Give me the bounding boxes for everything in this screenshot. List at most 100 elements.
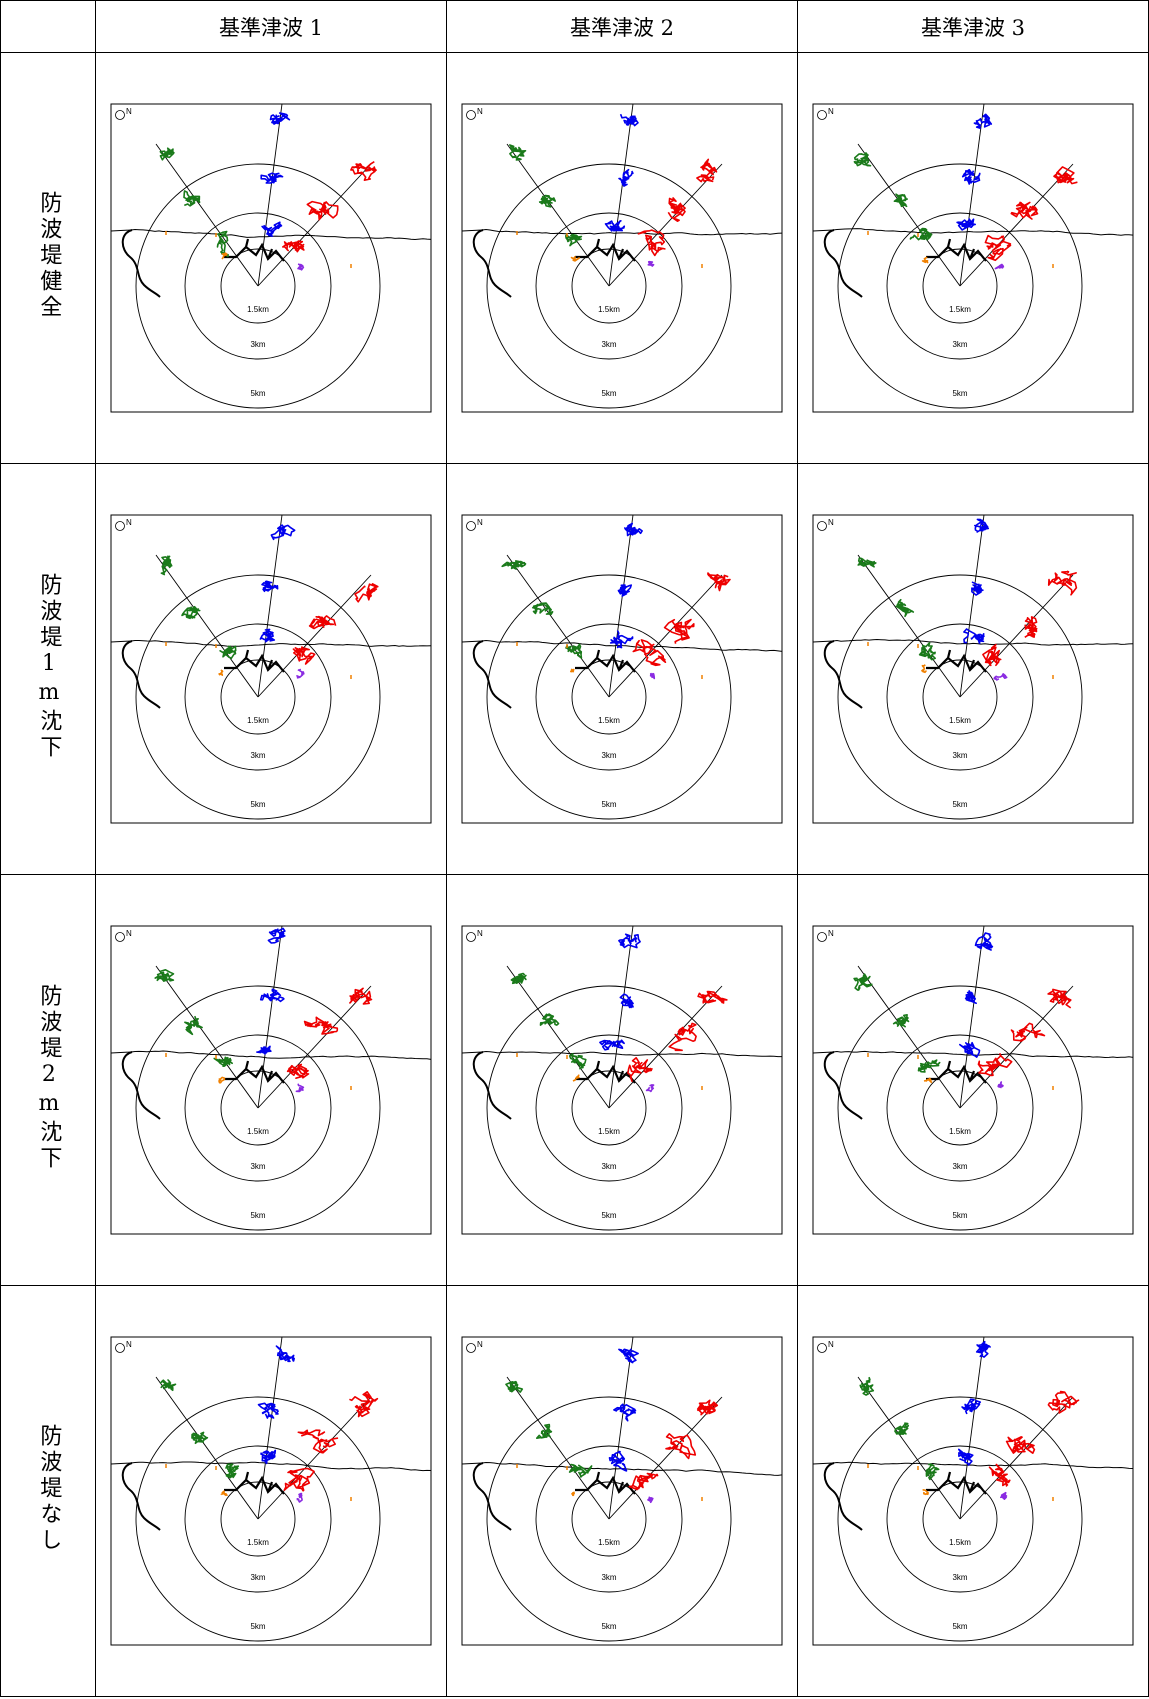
river: [825, 1052, 862, 1119]
trajectory: [896, 600, 913, 617]
coastline: [813, 640, 1133, 646]
trajectory: [625, 523, 642, 535]
ring-label: 1.5km: [949, 305, 971, 314]
trajectory-map: N1.5km3km5km: [457, 99, 787, 417]
river: [825, 641, 862, 708]
radial-line: [258, 986, 371, 1108]
map-frame: [813, 926, 1133, 1234]
coastline: [111, 1462, 431, 1471]
trajectory: [919, 1060, 940, 1072]
trajectory: [355, 584, 378, 602]
trajectory: [185, 1017, 202, 1035]
trajectory: [218, 232, 229, 257]
ring-label: 3km: [952, 751, 967, 760]
ring-label: 5km: [250, 1622, 265, 1631]
diagram-cell: N1.5km3km5km: [798, 464, 1149, 875]
trajectory: [1007, 1437, 1035, 1453]
compass: [467, 1344, 476, 1353]
trajectory: [566, 235, 582, 246]
trajectory: [926, 1464, 938, 1479]
map-frame: [111, 515, 431, 823]
map-frame: [111, 104, 431, 412]
compass-label: N: [828, 518, 834, 527]
ring-label: 3km: [952, 1573, 967, 1582]
header-row: 基準津波 1 基準津波 2 基準津波 3: [1, 1, 1149, 53]
coastline: [462, 1052, 782, 1057]
compass-label: N: [126, 518, 132, 527]
river: [123, 641, 160, 708]
diagram-cell: N1.5km3km5km: [798, 1286, 1149, 1697]
river: [474, 1463, 511, 1530]
trajectory: [619, 1349, 638, 1363]
ring-label: 5km: [601, 1622, 616, 1631]
trajectory: [570, 1465, 592, 1477]
radial-line: [960, 1397, 1073, 1519]
ring-label: 1.5km: [247, 716, 269, 725]
trajectory: [972, 582, 983, 595]
compass-label: N: [828, 1340, 834, 1349]
trajectory: [219, 670, 223, 675]
trajectory: [668, 198, 685, 221]
trajectory: [296, 1084, 303, 1092]
trajectory: [1054, 167, 1077, 184]
trajectory: [990, 1465, 1010, 1487]
harbor: [224, 650, 284, 672]
trajectory: [628, 1058, 652, 1081]
ring-label: 5km: [601, 389, 616, 398]
trajectory: [995, 265, 1003, 269]
trajectory: [647, 1085, 654, 1092]
trajectory: [284, 1469, 314, 1491]
ring-label: 3km: [601, 1162, 616, 1171]
map-content: [462, 926, 782, 1230]
river: [123, 1463, 160, 1530]
row-header-cell: 防波堤なし: [1, 1286, 96, 1697]
trajectory: [261, 173, 282, 183]
ring-label: 5km: [952, 1211, 967, 1220]
compass: [116, 522, 125, 531]
trajectory: [964, 629, 984, 643]
trajectory: [161, 556, 171, 574]
column-header: 基準津波 3: [798, 1, 1149, 53]
map-content: [111, 515, 431, 819]
compass-label: N: [477, 107, 483, 116]
trajectory: [214, 1057, 232, 1066]
trajectory: [219, 1077, 224, 1082]
compass: [467, 933, 476, 942]
trajectory: [502, 561, 525, 569]
trajectory: [860, 1378, 873, 1395]
radial-line: [960, 515, 984, 697]
row-header-cell: 防波堤健全: [1, 53, 96, 464]
trajectory: [268, 929, 285, 944]
trajectory: [629, 1474, 657, 1490]
ring-label: 5km: [250, 1211, 265, 1220]
table-row: 防波堤健全N1.5km3km5kmN1.5km3km5kmN1.5km3km5k…: [1, 53, 1149, 464]
trajectory: [610, 1452, 627, 1471]
trajectory: [895, 1423, 908, 1434]
ring-label: 5km: [601, 1211, 616, 1220]
compass: [818, 933, 827, 942]
compass-label: N: [477, 1340, 483, 1349]
diagram-cell: N1.5km3km5km: [798, 53, 1149, 464]
harbor: [926, 239, 986, 261]
trajectory: [669, 1023, 696, 1050]
trajectory: [260, 629, 274, 641]
trajectory: [1048, 1392, 1078, 1413]
trajectory: [262, 581, 278, 591]
trajectory: [957, 219, 975, 230]
harbor: [926, 1061, 986, 1083]
trajectory: [621, 114, 638, 125]
trajectory: [293, 647, 314, 664]
coastline: [813, 1462, 1133, 1468]
trajectory: [962, 1399, 980, 1414]
trajectory: [221, 1491, 227, 1495]
trajectory: [697, 159, 717, 181]
ring-label: 3km: [601, 751, 616, 760]
trajectory: [351, 162, 376, 181]
ring-label: 1.5km: [247, 305, 269, 314]
map-content: [813, 926, 1133, 1230]
results-table: 基準津波 1 基準津波 2 基準津波 3 防波堤健全N1.5km3km5kmN1…: [0, 0, 1149, 1697]
